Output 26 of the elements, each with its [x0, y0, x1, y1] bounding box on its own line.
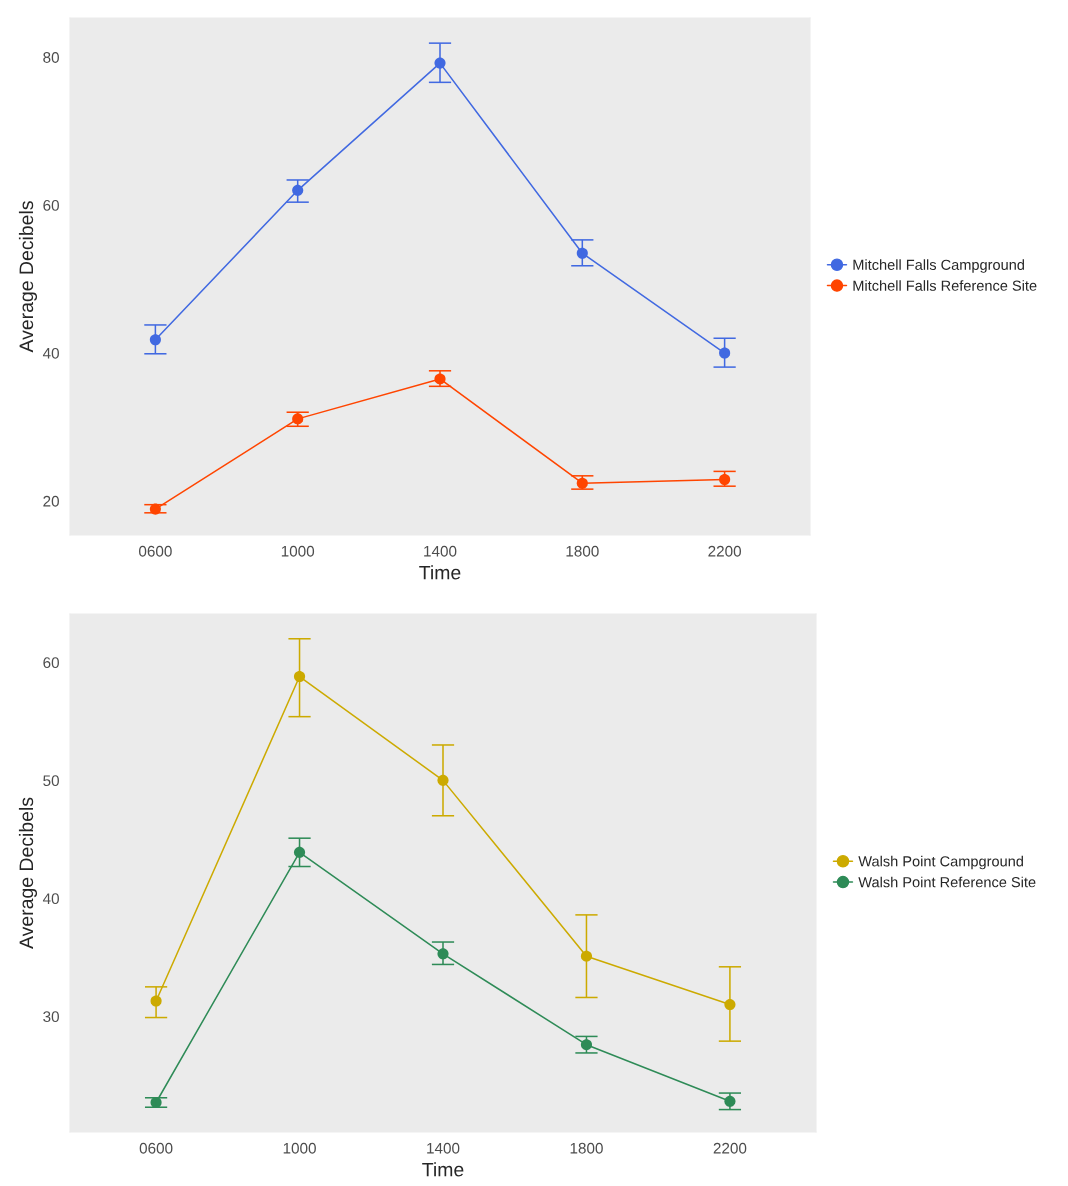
legend-label: Mitchell Falls Campground	[853, 259, 1024, 273]
x-tick-label: 1000	[283, 1142, 316, 1154]
legend-label: Walsh Point Campground	[858, 855, 1023, 870]
x-tick-label: 1000	[281, 545, 315, 557]
x-tick-label: 0600	[138, 545, 172, 557]
x-axis-title: Time	[422, 1162, 464, 1177]
legend-label: Mitchell Falls Reference Site	[853, 280, 1037, 291]
x-tick-label: 1400	[424, 545, 457, 557]
y-tick-label: 60	[43, 657, 59, 669]
legend-label: Walsh Point Reference Site	[858, 876, 1036, 888]
y-axis-title: Average Decibels	[18, 797, 38, 949]
y-axis-title: Average Decibels	[18, 201, 38, 353]
y-tick-label: 20	[43, 495, 59, 507]
y-tick-label: 30	[43, 1011, 59, 1023]
y-tick-label: 40	[42, 347, 59, 359]
y-tick-label: 80	[43, 52, 59, 63]
x-tick-label: 1800	[566, 545, 599, 557]
y-tick-label: 60	[43, 199, 59, 211]
y-tick-label: 50	[43, 775, 59, 787]
x-tick-label: 1400	[427, 1142, 460, 1154]
x-tick-label: 2200	[708, 545, 742, 557]
x-tick-label: 1800	[570, 1142, 603, 1154]
x-axis-title: Time	[419, 565, 461, 580]
y-tick-label: 40	[42, 893, 59, 905]
x-tick-label: 2200	[713, 1142, 747, 1154]
x-tick-label: 0600	[139, 1142, 173, 1154]
